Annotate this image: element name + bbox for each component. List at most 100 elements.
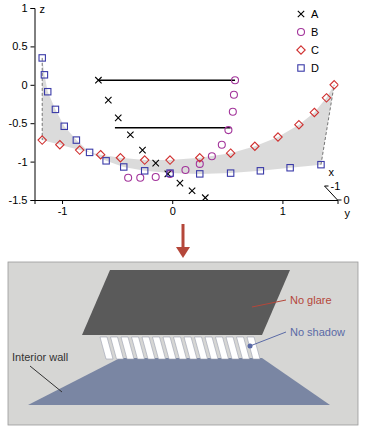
series-B bbox=[125, 77, 239, 182]
z-tick: 0 bbox=[21, 79, 34, 91]
point bbox=[103, 158, 109, 164]
point bbox=[139, 147, 145, 153]
point bbox=[310, 108, 318, 116]
z-tick-mark bbox=[31, 123, 35, 124]
series-D bbox=[39, 55, 324, 177]
legend-item: A bbox=[298, 8, 319, 20]
y-axis: -1 0 1 bbox=[35, 200, 338, 217]
x-tick-mark bbox=[338, 200, 342, 201]
louver-slats bbox=[100, 337, 260, 359]
slat bbox=[237, 337, 250, 359]
z-tick-label: -0.5 bbox=[9, 117, 28, 129]
point bbox=[232, 77, 239, 84]
x-tick-label: 0 bbox=[344, 194, 350, 206]
segment bbox=[115, 127, 231, 129]
slat bbox=[216, 337, 229, 359]
point bbox=[153, 160, 159, 166]
point bbox=[56, 141, 64, 149]
point bbox=[218, 141, 225, 148]
illustration-background bbox=[8, 262, 358, 425]
z-tick: -1 bbox=[18, 156, 35, 168]
legend-marker bbox=[297, 46, 305, 54]
z-tick: -1.5 bbox=[9, 194, 35, 206]
y-tick-label: 1 bbox=[280, 205, 286, 217]
slat bbox=[163, 337, 176, 359]
z-tick-label: 0 bbox=[21, 79, 27, 91]
illustration: No glareNo shadowInterior wall bbox=[8, 262, 358, 425]
glare-panel bbox=[82, 270, 290, 335]
point bbox=[274, 133, 282, 141]
point bbox=[166, 156, 174, 164]
plot-area bbox=[38, 55, 338, 201]
leader-line bbox=[250, 332, 286, 346]
z-tick: 0.5 bbox=[12, 40, 34, 52]
surface-edge bbox=[321, 85, 334, 165]
y-tick-label: -1 bbox=[58, 205, 68, 217]
x-axis-title: x bbox=[329, 166, 335, 178]
point bbox=[226, 149, 234, 157]
surface bbox=[42, 58, 334, 174]
slat bbox=[226, 337, 239, 359]
slat bbox=[100, 337, 113, 359]
z-tick-mark bbox=[31, 8, 35, 9]
point bbox=[230, 91, 237, 98]
z-tick-mark bbox=[31, 162, 35, 163]
slat bbox=[174, 337, 187, 359]
leader-line bbox=[252, 300, 286, 307]
z-axis: 1 0.5 0 -0.5 -1 -1.5 bbox=[9, 2, 35, 206]
point bbox=[225, 127, 232, 134]
slat bbox=[121, 337, 134, 359]
legend-label: B bbox=[311, 26, 318, 38]
y-tick-label: 0 bbox=[170, 205, 176, 217]
slat bbox=[111, 337, 124, 359]
x-tick-mark bbox=[325, 186, 329, 187]
legend: ABCD bbox=[297, 8, 319, 74]
point bbox=[38, 136, 46, 144]
arrow-shaft bbox=[182, 224, 185, 249]
point bbox=[52, 106, 58, 112]
y-tick: -1 bbox=[58, 200, 68, 217]
point bbox=[115, 115, 121, 121]
point bbox=[330, 81, 338, 89]
segment bbox=[98, 79, 235, 81]
legend-marker bbox=[298, 29, 305, 36]
y-tick: 0 bbox=[170, 200, 176, 217]
z-axis-line bbox=[31, 9, 36, 201]
z-tick-mark bbox=[31, 85, 35, 86]
point bbox=[140, 156, 148, 164]
point bbox=[116, 154, 124, 162]
point bbox=[105, 97, 111, 103]
interior-wall bbox=[28, 358, 330, 405]
leader-line bbox=[30, 366, 62, 392]
point bbox=[39, 55, 45, 61]
point bbox=[137, 174, 144, 181]
surface-edge bbox=[42, 58, 43, 140]
annotation: No glare bbox=[290, 294, 332, 306]
point bbox=[229, 108, 236, 115]
z-axis-title: z bbox=[40, 3, 46, 15]
slat bbox=[205, 337, 218, 359]
slat bbox=[184, 337, 197, 359]
point bbox=[251, 142, 259, 150]
annotation: No shadow bbox=[290, 326, 345, 338]
point bbox=[73, 137, 79, 143]
point bbox=[177, 180, 183, 186]
point bbox=[141, 168, 147, 174]
z-tick-label: 1 bbox=[21, 2, 27, 14]
slat bbox=[247, 337, 260, 359]
point bbox=[127, 132, 133, 138]
z-tick-label: -1.5 bbox=[9, 194, 28, 206]
z-tick-mark bbox=[31, 200, 35, 201]
point bbox=[86, 149, 92, 155]
point bbox=[196, 154, 204, 162]
point bbox=[45, 89, 51, 95]
point bbox=[152, 173, 159, 180]
point bbox=[318, 161, 324, 167]
point bbox=[61, 123, 67, 129]
z-tick: -0.5 bbox=[9, 117, 35, 129]
figure-svg: -10110.50-0.5-1-1.5-10xyzABCDNo glareNo … bbox=[0, 0, 367, 429]
point bbox=[295, 121, 303, 129]
legend-label: A bbox=[311, 8, 319, 20]
y-tick-mark bbox=[62, 200, 63, 204]
y-tick-mark bbox=[172, 200, 173, 204]
